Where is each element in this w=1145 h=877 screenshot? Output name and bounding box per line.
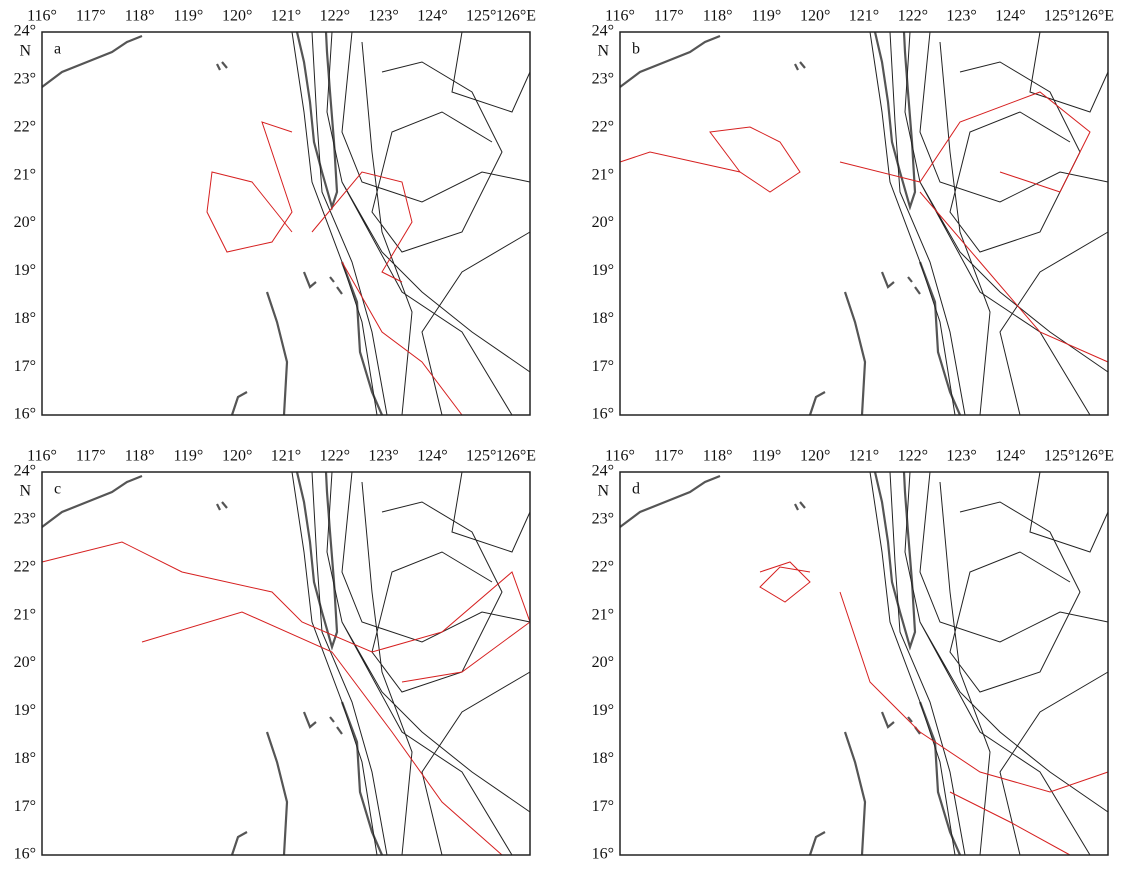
lon-label: 118° [703, 8, 733, 25]
lat-label: 17° [14, 798, 36, 815]
lon-label: 123° [368, 448, 398, 465]
lon-label: 122° [320, 8, 350, 25]
lon-label: 125° [466, 448, 496, 465]
lat-label: 22° [592, 118, 614, 135]
lat-label: 20° [14, 214, 36, 231]
hemisphere-label: N [597, 43, 609, 60]
hemisphere-label: N [19, 43, 31, 60]
lat-label: 17° [592, 798, 614, 815]
map-content [42, 472, 530, 855]
lat-label: 20° [592, 654, 614, 671]
lon-label: 118° [125, 8, 155, 25]
lon-label: 122° [320, 448, 350, 465]
figure: a116°117°118°119°120°121°122°123°124°125… [0, 0, 1145, 877]
lon-label: 126°E [1074, 8, 1114, 25]
lat-label: 22° [14, 558, 36, 575]
lon-label: 123° [946, 448, 976, 465]
lat-label: 18° [592, 750, 614, 767]
lon-label: 122° [898, 8, 928, 25]
lat-label: 20° [592, 214, 614, 231]
map-panel: d116°117°118°119°120°121°122°123°124°125… [592, 448, 1114, 863]
lat-label: 21° [14, 606, 36, 623]
lat-label: 16° [14, 846, 36, 863]
map-panel: a116°117°118°119°120°121°122°123°124°125… [14, 8, 536, 423]
lon-label: 120° [800, 448, 830, 465]
lon-label: 124° [995, 8, 1025, 25]
hemisphere-label: N [597, 483, 609, 500]
lat-label: 18° [14, 310, 36, 327]
lat-label: 19° [592, 702, 614, 719]
lon-label: 121° [271, 448, 301, 465]
lat-label: 21° [14, 166, 36, 183]
lon-label: 121° [849, 448, 879, 465]
lat-label: 23° [14, 511, 36, 528]
lon-label: 125° [1044, 448, 1074, 465]
lon-label: 126°E [496, 8, 536, 25]
lat-label: 21° [592, 606, 614, 623]
lon-label: 118° [703, 448, 733, 465]
lat-label: 23° [14, 71, 36, 88]
lon-label: 120° [800, 8, 830, 25]
map-panel: b116°117°118°119°120°121°122°123°124°125… [592, 8, 1114, 423]
lon-label: 119° [751, 448, 781, 465]
lon-label: 117° [654, 8, 684, 25]
lon-label: 124° [417, 8, 447, 25]
lon-label: 120° [222, 448, 252, 465]
lat-label: 21° [592, 166, 614, 183]
lon-label: 117° [654, 448, 684, 465]
lon-label: 121° [271, 8, 301, 25]
lon-label: 119° [173, 448, 203, 465]
lat-label: 24° [14, 463, 36, 480]
hemisphere-label: N [19, 483, 31, 500]
lon-label: 119° [751, 8, 781, 25]
lon-label: 119° [173, 8, 203, 25]
lat-label: 16° [592, 406, 614, 423]
lat-label: 23° [592, 71, 614, 88]
lat-label: 16° [14, 406, 36, 423]
lat-label: 17° [592, 358, 614, 375]
lon-label: 124° [995, 448, 1025, 465]
lat-label: 23° [592, 511, 614, 528]
lon-label: 124° [417, 448, 447, 465]
lon-label: 117° [76, 8, 106, 25]
lat-label: 24° [592, 23, 614, 40]
lat-label: 22° [592, 558, 614, 575]
lat-label: 16° [592, 846, 614, 863]
map-content [620, 32, 1108, 415]
lat-label: 24° [592, 463, 614, 480]
map-content [42, 32, 530, 415]
lon-label: 123° [368, 8, 398, 25]
lat-label: 19° [592, 262, 614, 279]
lon-label: 120° [222, 8, 252, 25]
lat-label: 24° [14, 23, 36, 40]
map-panel: c116°117°118°119°120°121°122°123°124°125… [14, 448, 536, 863]
lat-label: 19° [14, 702, 36, 719]
lat-label: 17° [14, 358, 36, 375]
panel-label: b [632, 41, 640, 58]
lon-label: 121° [849, 8, 879, 25]
lon-label: 122° [898, 448, 928, 465]
lon-label: 117° [76, 448, 106, 465]
panel-label: a [54, 41, 61, 58]
panel-label: d [632, 481, 640, 498]
red-tracks [620, 92, 1108, 362]
lat-label: 18° [14, 750, 36, 767]
lat-label: 18° [592, 310, 614, 327]
lon-label: 123° [946, 8, 976, 25]
lat-label: 19° [14, 262, 36, 279]
lon-label: 118° [125, 448, 155, 465]
lat-label: 20° [14, 654, 36, 671]
lon-label: 126°E [1074, 448, 1114, 465]
lon-label: 125° [1044, 8, 1074, 25]
lat-label: 22° [14, 118, 36, 135]
panel-label: c [54, 481, 61, 498]
lon-label: 126°E [496, 448, 536, 465]
lon-label: 125° [466, 8, 496, 25]
